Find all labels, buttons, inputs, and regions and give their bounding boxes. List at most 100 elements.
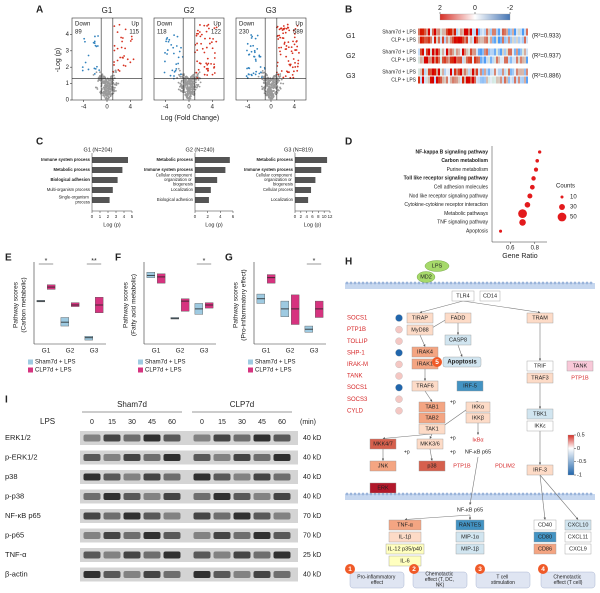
membrane-bead [377,492,381,496]
dot [538,150,542,154]
volcano-point [252,44,255,47]
node [526,360,554,372]
colorbar-label: 0 [473,5,477,12]
volcano-point [129,40,132,42]
volcano-point [292,40,294,43]
node-label: TAB2 [425,415,438,421]
volcano-point [205,30,208,33]
node [465,401,491,413]
phospho-label: +p [450,399,456,405]
volcano-point [292,29,295,32]
volcano-point [208,37,211,40]
membrane-bead [485,281,489,285]
blot-band [83,434,101,442]
membrane-bead [549,281,553,285]
membrane [345,283,595,289]
heatmap-cell [468,36,470,44]
inhibitor-label: TANK [347,374,363,380]
volcano-point [177,56,180,59]
volcano-point [263,76,265,79]
heatmap-cell [508,68,510,76]
blot-band [233,532,251,539]
bar [295,197,309,203]
heatmap-cell [484,68,486,76]
membrane-bead [393,492,397,496]
x-tick-label: 0 [91,214,94,219]
x-tick-label: 12 [328,214,333,219]
heatmap-cell [460,28,462,36]
size-label: 40 kD [303,454,321,461]
heatmap-cell [518,36,520,44]
volcano-point [178,69,181,72]
heatmap-cell [494,56,496,64]
volcano-point [102,75,105,78]
volcano-point [122,64,125,67]
heatmap-cell [428,36,430,44]
volcano-point [102,94,105,97]
row-label: Sham7d + LPS [382,29,416,35]
down-label: Down [75,22,90,28]
heatmap-cell [444,56,446,64]
membrane-bead [453,492,457,496]
volcano-point [113,83,116,86]
heatmap-cell [480,68,482,76]
heatmap-cell [432,68,434,76]
volcano-point [265,90,268,93]
membrane-bead [585,281,589,285]
legend-swatch [138,367,143,373]
heatmap-cell [468,76,470,84]
volcano-point [166,37,169,39]
volcano-point [185,81,188,84]
heatmap-cell [482,36,484,44]
node [406,312,434,324]
volcano-point [255,60,257,62]
heatmap-cell [436,36,438,44]
volcano-point [107,95,110,98]
heatmap-cell [512,28,514,36]
bar [295,187,312,193]
membrane-bead [573,281,577,285]
membrane-bead [465,281,469,285]
volcano-point [166,49,169,51]
membrane [345,494,595,500]
chart-title: G1 (N=204) [84,147,113,153]
x-tick-label: G2 [66,348,75,355]
inhibitor-marker [395,314,403,322]
blot-band [143,434,161,442]
membrane-bead [433,492,437,496]
volcano-point [205,46,208,49]
volcano-point [280,70,283,72]
pathway-arrow [382,433,433,440]
membrane-bead [401,492,405,496]
membrane-bead [509,492,513,496]
volcano-point [272,96,275,98]
axis-label: Pathway scores [233,281,240,328]
membrane-bead [417,492,421,496]
axis-label: Log (p) [205,222,223,228]
membrane-bead [517,492,521,496]
x-tick-label: 0 [194,214,197,219]
blot-band [253,551,271,559]
heatmap-cell [432,48,434,56]
node-label: TNF-α [397,522,414,528]
heatmap-cell [436,56,438,64]
blot-band [233,571,251,578]
volcano-point [198,71,201,74]
significance-label: * [313,258,316,265]
volcano-point [253,55,256,58]
membrane-bead [397,492,401,496]
node [533,543,557,555]
volcano-point [176,76,179,79]
heatmap-cell [442,76,444,84]
panel-label: I [5,395,8,406]
time-label: 60 [278,419,286,426]
heatmap-cell [494,48,496,56]
inhibitor-marker [395,383,403,392]
row-label: CLP + LPS [391,77,416,83]
heatmap-cell [430,28,432,36]
effect-box [475,571,531,589]
membrane-bead [385,281,389,285]
volcano-point [254,58,257,61]
heatmap-cell [440,48,442,56]
heatmap-cell [450,76,452,84]
